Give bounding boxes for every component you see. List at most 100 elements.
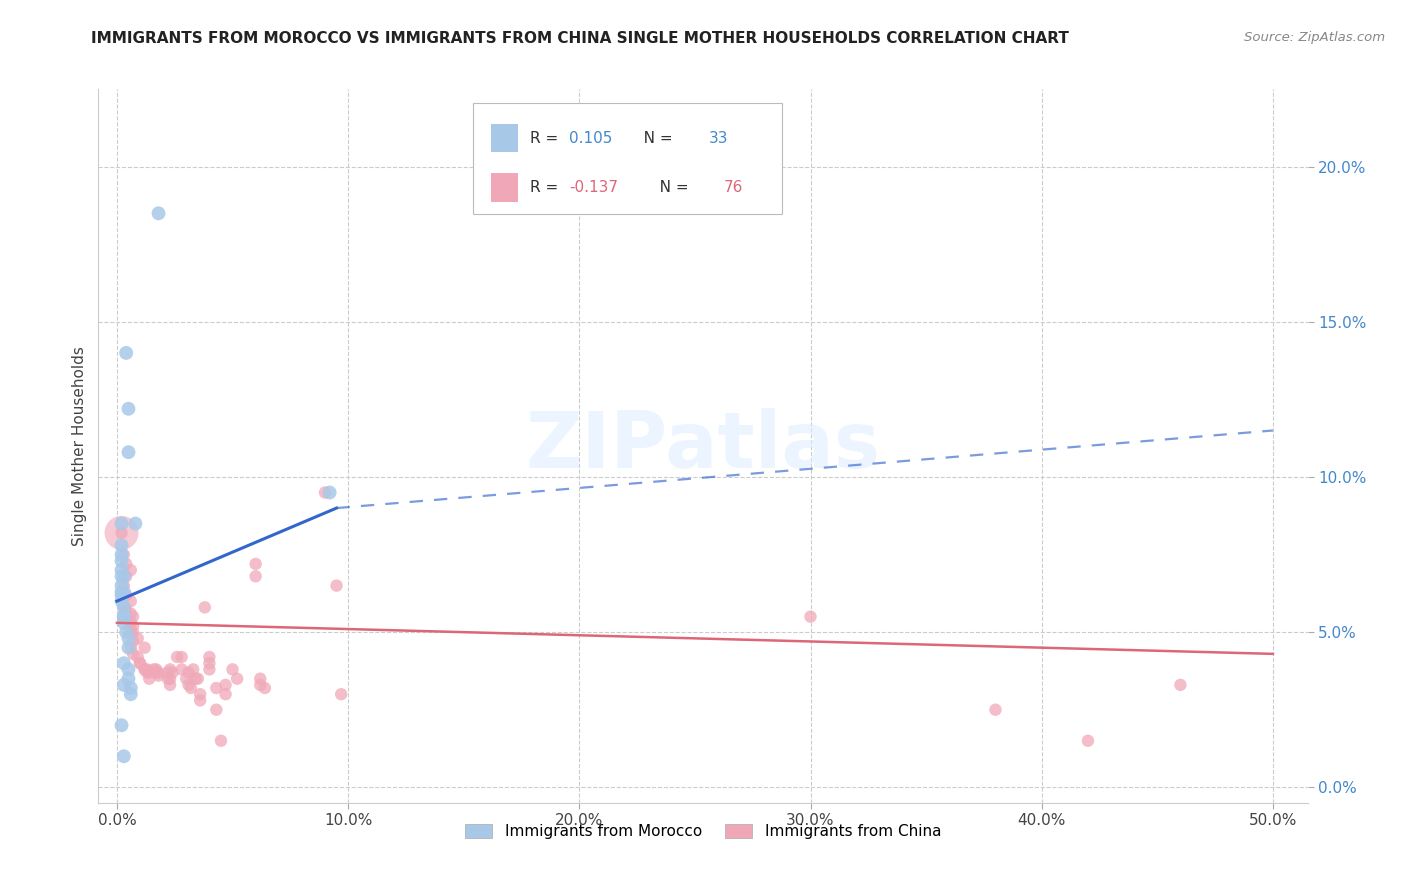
Point — [138, 665, 160, 680]
Point — [184, 672, 207, 686]
Point — [117, 445, 139, 459]
FancyBboxPatch shape — [474, 103, 782, 214]
Point — [112, 584, 135, 599]
Point — [120, 687, 142, 701]
Point — [120, 563, 142, 577]
Point — [120, 625, 142, 640]
Point — [122, 625, 145, 640]
Point — [112, 615, 135, 630]
Point — [249, 672, 271, 686]
Point — [112, 609, 135, 624]
Point — [110, 538, 132, 552]
Point — [117, 672, 139, 686]
Point — [117, 662, 139, 676]
Point — [314, 485, 336, 500]
Text: R =: R = — [530, 180, 564, 195]
Point — [984, 703, 1007, 717]
Point — [115, 625, 138, 640]
Point — [122, 647, 145, 661]
Point — [249, 678, 271, 692]
Text: 0.105: 0.105 — [569, 130, 612, 145]
Point — [110, 563, 132, 577]
Point — [110, 718, 132, 732]
Point — [170, 650, 193, 665]
Point — [799, 609, 821, 624]
Point — [209, 733, 232, 747]
Point — [115, 346, 138, 360]
Point — [174, 672, 197, 686]
Point — [110, 554, 132, 568]
Point — [1077, 733, 1099, 747]
Point — [136, 662, 159, 676]
Point — [198, 656, 221, 670]
Point — [214, 687, 236, 701]
Text: Source: ZipAtlas.com: Source: ZipAtlas.com — [1244, 31, 1385, 45]
Point — [188, 687, 211, 701]
Point — [112, 569, 135, 583]
Point — [120, 681, 142, 695]
Point — [112, 548, 135, 562]
Point — [221, 662, 243, 676]
Point — [1170, 678, 1192, 692]
Point — [115, 557, 138, 571]
Point — [145, 665, 167, 680]
Point — [170, 662, 193, 676]
Point — [122, 634, 145, 648]
Point — [177, 678, 200, 692]
Point — [112, 678, 135, 692]
Point — [159, 662, 181, 676]
Point — [180, 681, 202, 695]
Point — [110, 548, 132, 562]
Point — [115, 588, 138, 602]
Point — [156, 672, 179, 686]
Point — [129, 656, 152, 670]
Point — [117, 640, 139, 655]
Point — [124, 516, 146, 531]
Point — [110, 516, 132, 531]
Point — [120, 615, 142, 630]
Point — [115, 603, 138, 617]
Point — [127, 650, 149, 665]
Point — [148, 206, 170, 220]
Point — [134, 662, 156, 676]
Point — [112, 600, 135, 615]
Point — [330, 687, 353, 701]
Point — [156, 665, 179, 680]
Point — [325, 579, 347, 593]
Point — [120, 640, 142, 655]
Point — [318, 485, 340, 500]
Point — [112, 609, 135, 624]
Point — [110, 584, 132, 599]
Point — [112, 656, 135, 670]
FancyBboxPatch shape — [492, 173, 517, 202]
Point — [134, 640, 156, 655]
Point — [110, 594, 132, 608]
Point — [134, 662, 156, 676]
Point — [148, 665, 170, 680]
FancyBboxPatch shape — [492, 124, 517, 153]
Point — [142, 662, 165, 676]
Point — [205, 703, 228, 717]
Point — [148, 668, 170, 682]
Point — [110, 525, 132, 540]
Point — [117, 632, 139, 646]
Point — [136, 665, 159, 680]
Text: IMMIGRANTS FROM MOROCCO VS IMMIGRANTS FROM CHINA SINGLE MOTHER HOUSEHOLDS CORREL: IMMIGRANTS FROM MOROCCO VS IMMIGRANTS FR… — [91, 31, 1070, 46]
Point — [187, 672, 209, 686]
Point — [112, 579, 135, 593]
Point — [145, 662, 167, 676]
Point — [115, 569, 138, 583]
Point — [245, 557, 267, 571]
Point — [117, 401, 139, 416]
Point — [166, 650, 188, 665]
Point — [162, 665, 184, 680]
Text: N =: N = — [645, 180, 693, 195]
Text: 76: 76 — [724, 180, 742, 195]
Point — [253, 681, 276, 695]
Point — [112, 600, 135, 615]
Text: R =: R = — [530, 130, 564, 145]
Point — [198, 650, 221, 665]
Point — [181, 662, 204, 676]
Point — [120, 607, 142, 621]
Point — [120, 594, 142, 608]
